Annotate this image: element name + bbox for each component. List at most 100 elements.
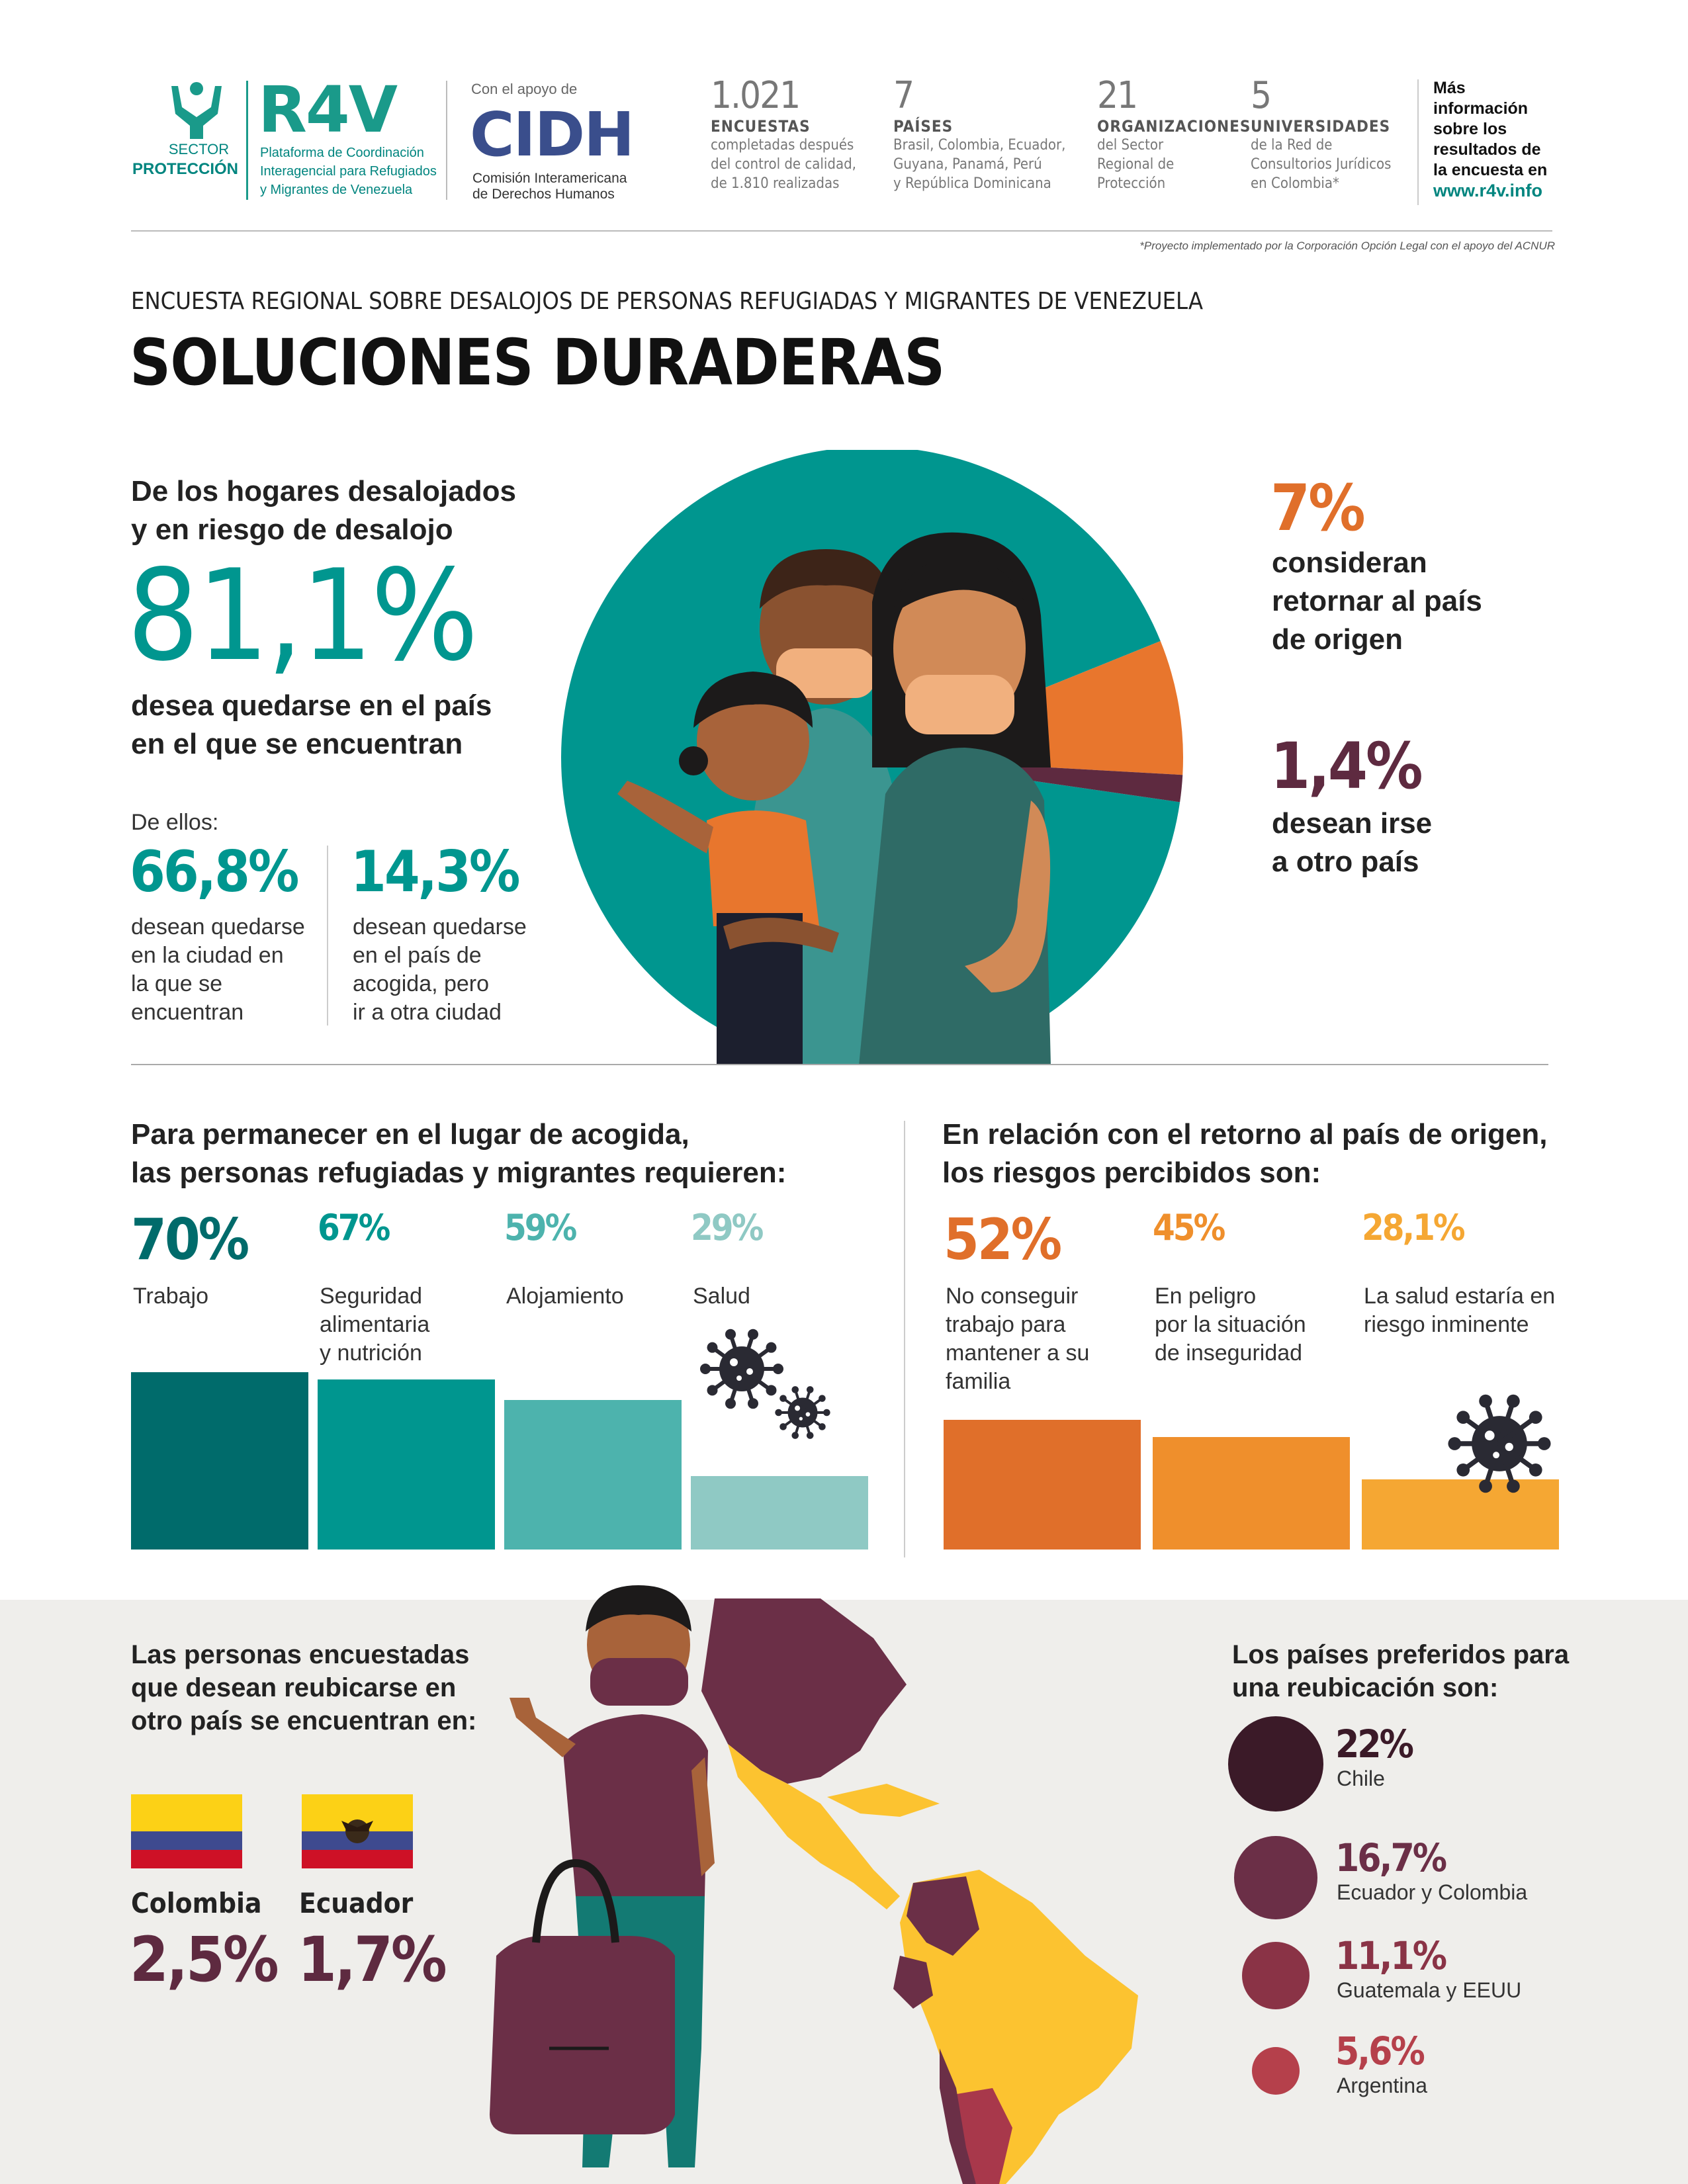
return-desc-line: consideran bbox=[1272, 546, 1427, 579]
family-illustration bbox=[617, 532, 1051, 1065]
virus-icon bbox=[700, 1329, 783, 1409]
ecuador-pct: 1,7% bbox=[298, 1924, 447, 1996]
stat-desc: completadas después bbox=[711, 137, 854, 153]
divider bbox=[446, 81, 447, 200]
sub1-desc: desean quedarse en la ciudad en la que s… bbox=[131, 913, 305, 1027]
virus-icon bbox=[1448, 1394, 1551, 1493]
requirement-label-line: Alojamiento bbox=[506, 1284, 624, 1309]
requirement-label-line: y nutrición bbox=[320, 1340, 422, 1366]
support-label: Con el apoyo de bbox=[471, 81, 578, 97]
stat-title: ENCUESTAS bbox=[711, 117, 811, 136]
cidh-logo-text: CIDH bbox=[470, 99, 635, 170]
requirements-heading-line: Para permanecer en el lugar de acogida, bbox=[131, 1118, 689, 1151]
requirements-heading: Para permanecer en el lugar de acogida, … bbox=[131, 1115, 786, 1192]
stat-desc: Consultorios Jurídicos bbox=[1251, 156, 1392, 173]
risk-pct: 45% bbox=[1153, 1207, 1225, 1248]
preferred-country-label: Guatemala y EEUU bbox=[1337, 1978, 1522, 2002]
preferred-country-label: Chile bbox=[1337, 1767, 1385, 1790]
more-info-line: resultados de bbox=[1433, 140, 1541, 159]
risks-heading-line: En relación con el retorno al país de or… bbox=[942, 1118, 1548, 1151]
risk-label: No conseguir trabajo para mantener a su fam… bbox=[946, 1282, 1089, 1396]
requirement-label-line: Trabajo bbox=[133, 1284, 209, 1309]
preferred-country-label: Ecuador y Colombia bbox=[1337, 1880, 1528, 1904]
sub1-desc-line: encuentran bbox=[131, 1000, 244, 1025]
intro-lead-line: y en riesgo de desalojo bbox=[131, 513, 453, 546]
r4v-link[interactable]: www.r4v.info bbox=[1433, 181, 1543, 200]
return-desc: consideran retornar al país de origen bbox=[1272, 544, 1482, 659]
ecuador-name: Ecuador bbox=[299, 1887, 414, 1919]
other-country-desc-line: desean irse bbox=[1272, 807, 1433, 840]
sector-proteccion-logo bbox=[171, 82, 222, 139]
preferred-country-pct: 11,1% bbox=[1335, 1933, 1447, 1978]
intro-lead: De los hogares desalojados y en riesgo d… bbox=[131, 472, 516, 549]
preferred-heading-line: Los países preferidos para bbox=[1232, 1640, 1570, 1669]
stat-title: ORGANIZACIONES bbox=[1097, 117, 1251, 136]
stat-desc: de la Red de bbox=[1251, 137, 1333, 153]
preferred-country-circle bbox=[1241, 1941, 1310, 2010]
risk-label-line: por la situación bbox=[1155, 1312, 1306, 1337]
colombia-pct: 2,5% bbox=[130, 1924, 279, 1996]
stat-desc: del Sector bbox=[1097, 137, 1164, 153]
preferred-country-pct: 16,7% bbox=[1335, 1835, 1447, 1880]
divider bbox=[246, 81, 248, 200]
stat-number: 21 bbox=[1097, 74, 1138, 117]
more-info-line: información bbox=[1433, 99, 1529, 118]
section-rule bbox=[131, 1064, 1548, 1065]
sub2-desc-line: desean quedarse bbox=[353, 914, 527, 939]
risk-label-line: En peligro bbox=[1155, 1284, 1257, 1309]
return-percentage: 7% bbox=[1270, 471, 1366, 545]
big-percentage: 81,1% bbox=[127, 543, 478, 689]
stat-paises: 7 PAÍSES Brasil, Colombia, Ecuador, Guya… bbox=[893, 74, 1092, 193]
return-desc-line: de origen bbox=[1272, 623, 1403, 656]
preferred-country-circle bbox=[1234, 1836, 1317, 1919]
more-info-line: Más bbox=[1433, 79, 1466, 97]
pie-chart bbox=[561, 450, 1183, 1065]
survey-subtitle: ENCUESTA REGIONAL SOBRE DESALOJOS DE PER… bbox=[131, 288, 1204, 315]
stat-title: UNIVERSIDADES bbox=[1251, 117, 1391, 136]
requirement-label: Seguridad alimentaria y nutrición bbox=[320, 1282, 429, 1368]
r4v-desc3: y Migrantes de Venezuela bbox=[260, 183, 413, 197]
colombia-flag-icon bbox=[131, 1794, 242, 1868]
more-info: Más información sobre los resultados de … bbox=[1433, 78, 1547, 201]
stat-encuestas: 1.021 ENCUESTAS completadas después del … bbox=[711, 74, 876, 193]
more-info-line: la encuesta en bbox=[1433, 161, 1548, 179]
risk-bar bbox=[1362, 1479, 1559, 1550]
header-rule bbox=[131, 230, 1552, 232]
risk-label: En peligro por la situación de inseguridad bbox=[1155, 1282, 1306, 1368]
stat-desc: Protección bbox=[1097, 175, 1166, 192]
sub2-desc-line: ir a otra ciudad bbox=[353, 1000, 502, 1025]
requirement-bar bbox=[691, 1475, 868, 1550]
risk-label: La salud estaría en riesgo inminente bbox=[1364, 1282, 1555, 1339]
cidh-logo: CIDH bbox=[470, 99, 635, 170]
risk-pct: 52% bbox=[944, 1207, 1062, 1273]
footnote: *Proyecto implementado por la Corporació… bbox=[1139, 240, 1555, 252]
risk-label-line: riesgo inminente bbox=[1364, 1312, 1529, 1337]
risk-bar bbox=[944, 1420, 1141, 1550]
big-desc-line: desea quedarse en el país bbox=[131, 689, 492, 722]
sector-line1: SECTOR bbox=[168, 141, 230, 157]
stat-universidades: 5 UNIVERSIDADES de la Red de Consultorio… bbox=[1251, 74, 1429, 193]
man-and-map-illustration bbox=[490, 1585, 1138, 2184]
preferred-country-circle bbox=[1251, 2046, 1300, 2095]
page-title: SOLUCIONES DURADERAS bbox=[130, 326, 945, 400]
stat-number: 5 bbox=[1251, 74, 1272, 117]
sub2-desc: desean quedarse en el país de acogida, p… bbox=[353, 913, 527, 1027]
stat-desc: Brasil, Colombia, Ecuador, bbox=[893, 137, 1066, 153]
other-country-desc: desean irse a otro país bbox=[1272, 805, 1432, 881]
preferred-heading-line: una reubicación son: bbox=[1232, 1673, 1499, 1702]
risk-label-line: No conseguir bbox=[946, 1284, 1079, 1309]
risk-label-line: de inseguridad bbox=[1155, 1340, 1303, 1366]
sub1-desc-line: en la ciudad en bbox=[131, 943, 284, 968]
requirement-pct: 70% bbox=[131, 1207, 249, 1273]
sub1-desc-line: la que se bbox=[131, 971, 222, 996]
risks-heading-line: los riesgos percibidos son: bbox=[942, 1157, 1321, 1189]
ecuador-flag-icon bbox=[302, 1794, 413, 1868]
preferred-heading: Los países preferidos para una reubicaci… bbox=[1232, 1638, 1569, 1704]
virus-icon bbox=[775, 1386, 830, 1439]
risk-bar bbox=[1153, 1437, 1350, 1550]
requirement-label-line: Salud bbox=[693, 1284, 750, 1309]
stat-number: 1.021 bbox=[711, 74, 801, 117]
requirement-pct: 67% bbox=[318, 1207, 390, 1248]
risk-label-line: mantener a su bbox=[946, 1340, 1090, 1366]
divider bbox=[904, 1121, 905, 1557]
